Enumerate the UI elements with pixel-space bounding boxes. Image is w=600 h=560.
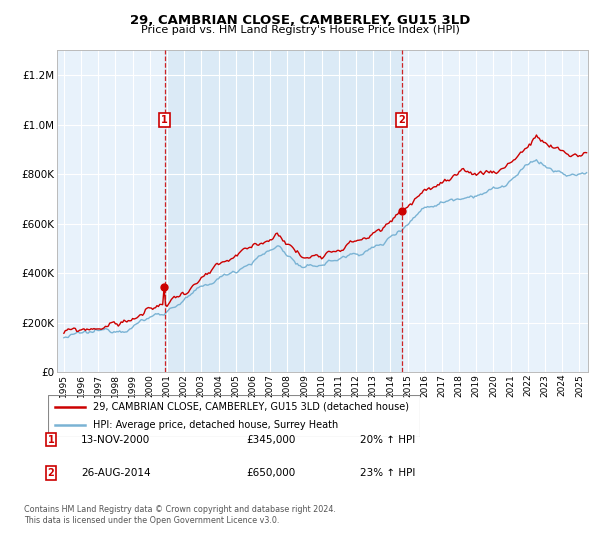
Text: 23% ↑ HPI: 23% ↑ HPI [360,468,415,478]
Text: 2: 2 [47,468,55,478]
Text: 26-AUG-2014: 26-AUG-2014 [81,468,151,478]
Text: 29, CAMBRIAN CLOSE, CAMBERLEY, GU15 3LD (detached house): 29, CAMBRIAN CLOSE, CAMBERLEY, GU15 3LD … [92,402,409,412]
Text: HPI: Average price, detached house, Surrey Heath: HPI: Average price, detached house, Surr… [92,420,338,430]
Text: Contains HM Land Registry data © Crown copyright and database right 2024.
This d: Contains HM Land Registry data © Crown c… [24,505,336,525]
Text: 2: 2 [398,115,405,125]
Text: 20% ↑ HPI: 20% ↑ HPI [360,435,415,445]
Text: £650,000: £650,000 [246,468,295,478]
Text: 29, CAMBRIAN CLOSE, CAMBERLEY, GU15 3LD: 29, CAMBRIAN CLOSE, CAMBERLEY, GU15 3LD [130,14,470,27]
Text: 1: 1 [47,435,55,445]
Text: £345,000: £345,000 [246,435,295,445]
Text: 13-NOV-2000: 13-NOV-2000 [81,435,150,445]
Text: Price paid vs. HM Land Registry's House Price Index (HPI): Price paid vs. HM Land Registry's House … [140,25,460,35]
Text: 1: 1 [161,115,168,125]
Bar [165,50,401,372]
